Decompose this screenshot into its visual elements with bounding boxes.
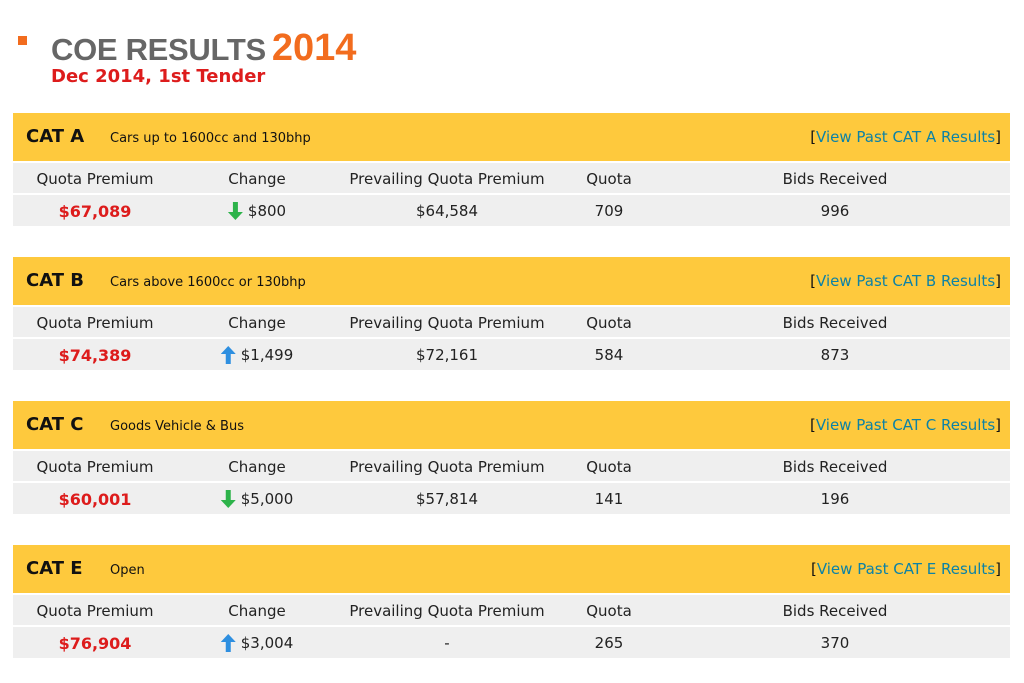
column-header-prevailing-quota-premium: Prevailing Quota Premium xyxy=(349,458,545,476)
category-header: CAT E Open [View Past CAT E Results] xyxy=(13,545,1010,593)
bids-received-value: 996 xyxy=(820,202,850,220)
quota-premium-value: $60,001 xyxy=(58,490,132,509)
category-name: CAT A xyxy=(26,126,85,147)
table-row: $76,904 $3,004 - 265 370 xyxy=(13,625,1010,658)
category-description: Cars up to 1600cc and 130bhp xyxy=(110,131,311,146)
change-value: $800 xyxy=(227,202,287,220)
change-amount: $1,499 xyxy=(240,346,294,364)
page-title-text: COE RESULTS xyxy=(51,32,266,67)
category-description: Open xyxy=(110,563,145,578)
column-header-quota-premium: Quota Premium xyxy=(36,170,154,188)
column-header-quota: Quota xyxy=(586,314,632,332)
prevailing-quota-premium-value: $72,161 xyxy=(415,346,479,364)
column-header-bids-received: Bids Received xyxy=(782,458,888,476)
bids-received-value: 370 xyxy=(820,634,850,652)
category-header: CAT B Cars above 1600cc or 130bhp [View … xyxy=(13,257,1010,305)
change-amount: $800 xyxy=(247,202,287,220)
column-header-prevailing-quota-premium: Prevailing Quota Premium xyxy=(349,602,545,620)
arrow-down-icon xyxy=(227,202,243,220)
column-header-change: Change xyxy=(228,170,286,188)
category-name: CAT E xyxy=(26,558,83,579)
quota-value: 584 xyxy=(594,346,624,364)
category-description: Goods Vehicle & Bus xyxy=(110,419,244,434)
column-header-quota-premium: Quota Premium xyxy=(36,602,154,620)
link-bracket-open: [ xyxy=(810,128,817,146)
past-results-link-wrapper: [View Past CAT B Results] xyxy=(810,272,1001,290)
category-description: Cars above 1600cc or 130bhp xyxy=(110,275,306,290)
title-bullet xyxy=(18,36,27,45)
column-header-prevailing-quota-premium: Prevailing Quota Premium xyxy=(349,314,545,332)
link-bracket-open: [ xyxy=(810,272,817,290)
view-past-results-link[interactable]: View Past CAT A Results xyxy=(816,128,996,146)
quota-premium-value: $76,904 xyxy=(58,634,132,653)
column-header-row: Quota Premium Change Prevailing Quota Pr… xyxy=(13,449,1010,481)
category-name: CAT C xyxy=(26,414,84,435)
column-header-quota: Quota xyxy=(586,458,632,476)
quota-value: 709 xyxy=(594,202,624,220)
column-header-change: Change xyxy=(228,458,286,476)
column-header-quota-premium: Quota Premium xyxy=(36,458,154,476)
quota-premium-value: $74,389 xyxy=(58,346,132,365)
link-bracket-close: ] xyxy=(995,416,1001,434)
view-past-results-link[interactable]: View Past CAT E Results xyxy=(816,560,996,578)
arrow-up-icon xyxy=(220,346,236,364)
table-row: $67,089 $800 $64,584 709 996 xyxy=(13,193,1010,226)
change-value: $3,004 xyxy=(220,634,294,652)
column-header-bids-received: Bids Received xyxy=(782,314,888,332)
column-header-row: Quota Premium Change Prevailing Quota Pr… xyxy=(13,161,1010,193)
view-past-results-link[interactable]: View Past CAT C Results xyxy=(815,416,996,434)
column-header-row: Quota Premium Change Prevailing Quota Pr… xyxy=(13,305,1010,337)
column-header-quota: Quota xyxy=(586,602,632,620)
change-value: $1,499 xyxy=(220,346,294,364)
page-subtitle: Dec 2014, 1st Tender xyxy=(51,66,266,87)
page-title: COE RESULTS 2014 xyxy=(51,27,356,70)
category-header: CAT A Cars up to 1600cc and 130bhp [View… xyxy=(13,113,1010,161)
prevailing-quota-premium-value: $64,584 xyxy=(415,202,479,220)
view-past-results-link[interactable]: View Past CAT B Results xyxy=(816,272,996,290)
change-value: $5,000 xyxy=(220,490,294,508)
past-results-link-wrapper: [View Past CAT A Results] xyxy=(810,128,1001,146)
prevailing-quota-premium-value: - xyxy=(444,634,450,652)
column-header-prevailing-quota-premium: Prevailing Quota Premium xyxy=(349,170,545,188)
table-row: $60,001 $5,000 $57,814 141 196 xyxy=(13,481,1010,514)
column-header-change: Change xyxy=(228,602,286,620)
column-header-row: Quota Premium Change Prevailing Quota Pr… xyxy=(13,593,1010,625)
column-header-quota-premium: Quota Premium xyxy=(36,314,154,332)
category-name: CAT B xyxy=(26,270,85,291)
link-bracket-open: [ xyxy=(810,560,817,578)
link-bracket-close: ] xyxy=(995,128,1001,146)
link-bracket-close: ] xyxy=(995,560,1001,578)
past-results-link-wrapper: [View Past CAT E Results] xyxy=(811,560,1001,578)
link-bracket-open: [ xyxy=(809,416,816,434)
arrow-down-icon xyxy=(220,490,236,508)
category-block-cat-b: CAT B Cars above 1600cc or 130bhp [View … xyxy=(13,257,1010,370)
change-amount: $5,000 xyxy=(240,490,294,508)
bids-received-value: 196 xyxy=(820,490,850,508)
change-amount: $3,004 xyxy=(240,634,294,652)
column-header-quota: Quota xyxy=(586,170,632,188)
category-block-cat-e: CAT E Open [View Past CAT E Results] Quo… xyxy=(13,545,1010,658)
past-results-link-wrapper: [View Past CAT C Results] xyxy=(810,416,1001,434)
category-header: CAT C Goods Vehicle & Bus [View Past CAT… xyxy=(13,401,1010,449)
page-title-year: 2014 xyxy=(271,27,357,69)
column-header-bids-received: Bids Received xyxy=(782,170,888,188)
link-bracket-close: ] xyxy=(995,272,1001,290)
quota-value: 141 xyxy=(594,490,624,508)
prevailing-quota-premium-value: $57,814 xyxy=(415,490,479,508)
quota-value: 265 xyxy=(594,634,624,652)
column-header-bids-received: Bids Received xyxy=(782,602,888,620)
quota-premium-value: $67,089 xyxy=(58,202,132,221)
arrow-up-icon xyxy=(220,634,236,652)
category-block-cat-c: CAT C Goods Vehicle & Bus [View Past CAT… xyxy=(13,401,1010,514)
category-block-cat-a: CAT A Cars up to 1600cc and 130bhp [View… xyxy=(13,113,1010,226)
column-header-change: Change xyxy=(228,314,286,332)
bids-received-value: 873 xyxy=(820,346,850,364)
table-row: $74,389 $1,499 $72,161 584 873 xyxy=(13,337,1010,370)
